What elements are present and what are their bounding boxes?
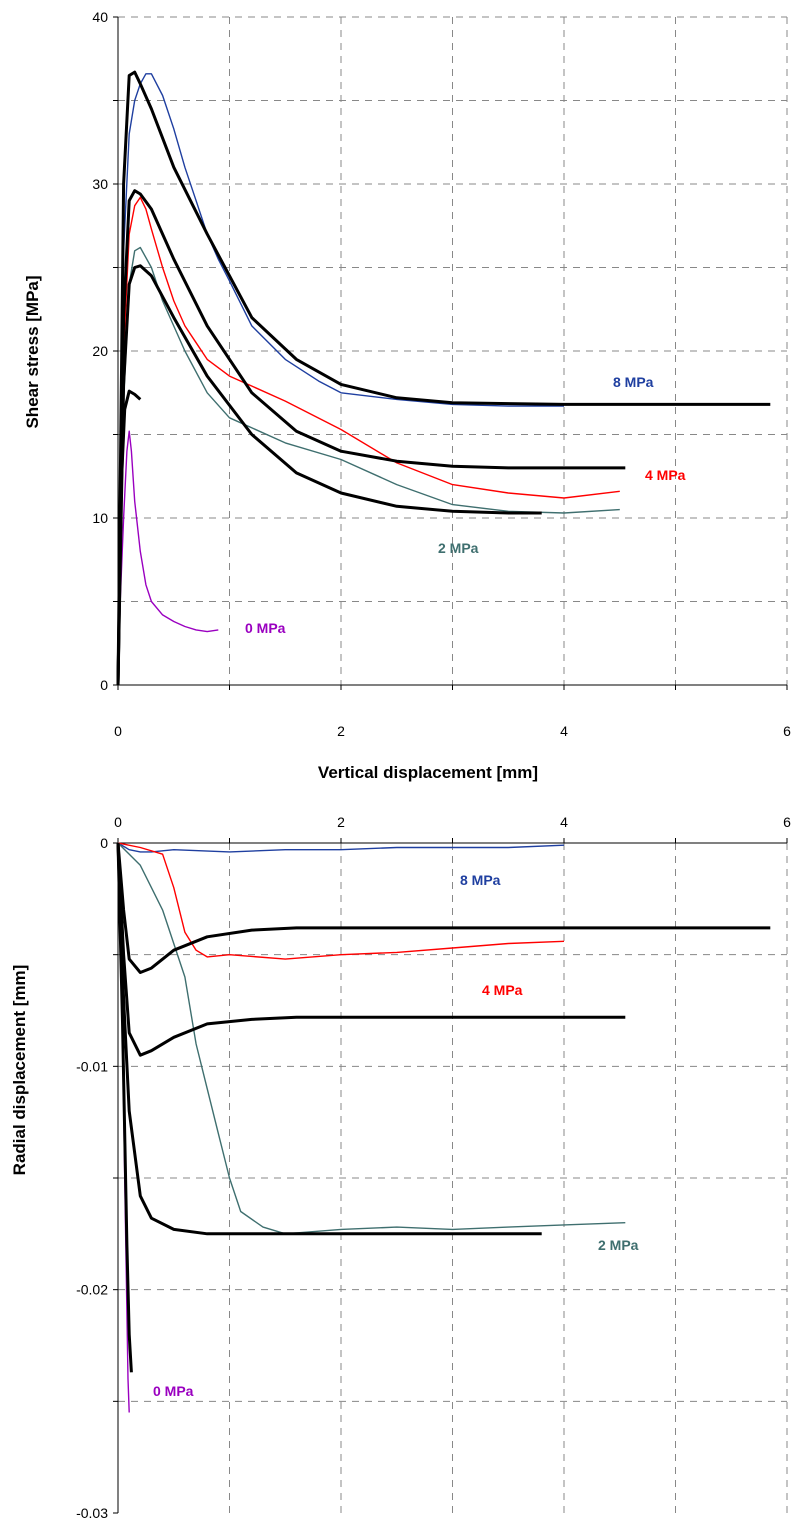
label-2mpa-bottom: 2 MPa: [598, 1237, 639, 1253]
model-curve: [116, 389, 142, 686]
series-line-4-mpa: [117, 842, 565, 960]
y-tick-label: 20: [92, 343, 108, 359]
y-tick-label: 0: [100, 835, 108, 851]
radial-displacement-plot: 0 -0.01 -0.02 -0.03 0 2 4 6: [76, 814, 791, 1521]
series-line-8-mpa: [117, 73, 564, 686]
y-axis-title-shear: Shear stress [MPa]: [23, 275, 42, 428]
series-line-0-mpa: [117, 430, 219, 686]
y-tick-label: -0.01: [76, 1058, 108, 1074]
y-tick-label: -0.02: [76, 1282, 108, 1298]
model-curve: [116, 70, 771, 686]
y-tick-label: 0: [100, 677, 108, 693]
x-tick-label: 2: [337, 814, 345, 830]
y-tick-label: 10: [92, 510, 108, 526]
label-0mpa-bottom: 0 MPa: [153, 1383, 194, 1399]
x-tick-label: 2: [337, 723, 345, 739]
model-curve: [116, 264, 542, 686]
y-tick-label: -0.03: [76, 1505, 108, 1521]
x-tick-label: 0: [114, 723, 122, 739]
model-curve: [116, 842, 133, 1373]
series-line-4-mpa: [117, 196, 620, 686]
label-2mpa-top: 2 MPa: [438, 540, 479, 556]
x-tick-label: 6: [783, 814, 791, 830]
label-8mpa-top: 8 MPa: [613, 374, 654, 390]
series-line-2-mpa: [117, 246, 620, 686]
series-line-8-mpa: [117, 842, 565, 853]
x-tick-label: 0: [114, 814, 122, 830]
model-curve: [116, 842, 542, 1236]
label-4mpa-top: 4 MPa: [645, 467, 686, 483]
y-axis-title-radial: Radial displacement [mm]: [10, 965, 29, 1176]
model-curve: [116, 842, 626, 1057]
label-0mpa-top: 0 MPa: [245, 620, 286, 636]
y-tick-label: 30: [92, 176, 108, 192]
y-tick-label: 40: [92, 9, 108, 25]
series-line-2-mpa: [117, 842, 626, 1235]
shear-stress-plot: 0 10 20 30 40 0 2 4 6: [92, 9, 791, 739]
x-axis-title: Vertical displacement [mm]: [318, 763, 538, 782]
model-curve: [116, 842, 771, 974]
model-curve: [116, 189, 626, 686]
x-tick-label: 6: [783, 723, 791, 739]
label-4mpa-bottom: 4 MPa: [482, 982, 523, 998]
x-tick-label: 4: [560, 723, 568, 739]
x-tick-label: 4: [560, 814, 568, 830]
label-8mpa-bottom: 8 MPa: [460, 872, 501, 888]
